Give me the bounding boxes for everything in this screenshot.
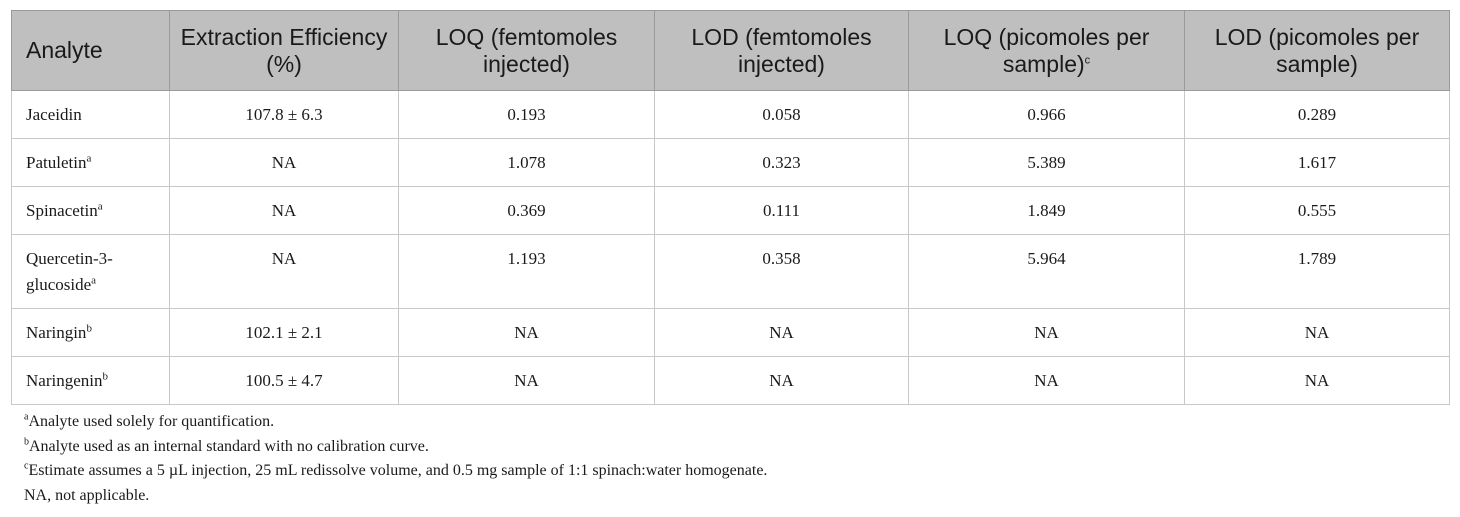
table-cell: 0.966 <box>908 90 1185 139</box>
analyte-cell: Naringeninb <box>11 356 170 405</box>
header-lod-picomoles: LOD (picomoles per sample) <box>1184 10 1450 91</box>
table-cell: 5.389 <box>908 138 1185 187</box>
analyte-cell: Naringinb <box>11 308 170 357</box>
table-cell: NA <box>1184 356 1450 405</box>
table-row: Quercetin-3-glucosidea NA 1.193 0.358 5.… <box>11 234 1450 309</box>
analyte-cell: Quercetin-3-glucosidea <box>11 234 170 309</box>
analyte-table: Analyte Extraction Efficiency (%) LOQ (f… <box>11 10 1450 405</box>
table-cell: 1.849 <box>908 186 1185 235</box>
table-cell: NA <box>169 234 399 309</box>
table-row: Patuletina NA 1.078 0.323 5.389 1.617 <box>11 138 1450 187</box>
table-cell: 5.964 <box>908 234 1185 309</box>
header-extraction-efficiency: Extraction Efficiency (%) <box>169 10 399 91</box>
data-table-container: Analyte Extraction Efficiency (%) LOQ (f… <box>11 10 1450 405</box>
table-cell: 0.111 <box>654 186 909 235</box>
table-cell: 0.555 <box>1184 186 1450 235</box>
table-cell: NA <box>1184 308 1450 357</box>
table-row: Jaceidin 107.8 ± 6.3 0.193 0.058 0.966 0… <box>11 90 1450 139</box>
table-cell: 0.369 <box>398 186 655 235</box>
analyte-cell: Spinacetina <box>11 186 170 235</box>
footnote: aAnalyte used solely for quantification. <box>24 411 275 430</box>
header-loq-femtomoles: LOQ (femtomoles injected) <box>398 10 655 91</box>
table-cell: NA <box>398 308 655 357</box>
table-cell: NA <box>908 308 1185 357</box>
table-cell: 107.8 ± 6.3 <box>169 90 399 139</box>
table-cell: NA <box>908 356 1185 405</box>
table-cell: 100.5 ± 4.7 <box>169 356 399 405</box>
table-cell: 0.289 <box>1184 90 1450 139</box>
header-lod-femtomoles: LOD (femtomoles injected) <box>654 10 909 91</box>
table-cell: 0.358 <box>654 234 909 309</box>
table-cell: 0.058 <box>654 90 909 139</box>
header-footnote-mark: c <box>1084 53 1091 66</box>
table-cell: 102.1 ± 2.1 <box>169 308 399 357</box>
header-analyte: Analyte <box>11 10 170 91</box>
table-cell: 0.323 <box>654 138 909 187</box>
table-cell: NA <box>169 186 399 235</box>
analyte-cell: Jaceidin <box>11 90 170 139</box>
table-cell: 1.193 <box>398 234 655 309</box>
analyte-cell: Patuletina <box>11 138 170 187</box>
table-cell: 1.078 <box>398 138 655 187</box>
table-cell: NA <box>654 308 909 357</box>
table-cell: NA <box>398 356 655 405</box>
table-footnotes: aAnalyte used solely for quantification.… <box>24 410 767 508</box>
table-cell: 1.617 <box>1184 138 1450 187</box>
table-row: Naringeninb 100.5 ± 4.7 NA NA NA NA <box>11 356 1450 405</box>
table-cell: 1.789 <box>1184 234 1450 309</box>
table-row: Spinacetina NA 0.369 0.111 1.849 0.555 <box>11 186 1450 235</box>
header-loq-picomoles: LOQ (picomoles per sample)c <box>908 10 1185 91</box>
table-cell: NA <box>169 138 399 187</box>
table-row: Naringinb 102.1 ± 2.1 NA NA NA NA <box>11 308 1450 357</box>
table-cell: 0.193 <box>398 90 655 139</box>
footnote: NA, not applicable. <box>24 486 150 504</box>
footnote: bAnalyte used as an internal standard wi… <box>24 436 429 455</box>
footnote: cEstimate assumes a 5 µL injection, 25 m… <box>24 460 768 479</box>
table-cell: NA <box>654 356 909 405</box>
table-header-row: Analyte Extraction Efficiency (%) LOQ (f… <box>11 10 1450 91</box>
